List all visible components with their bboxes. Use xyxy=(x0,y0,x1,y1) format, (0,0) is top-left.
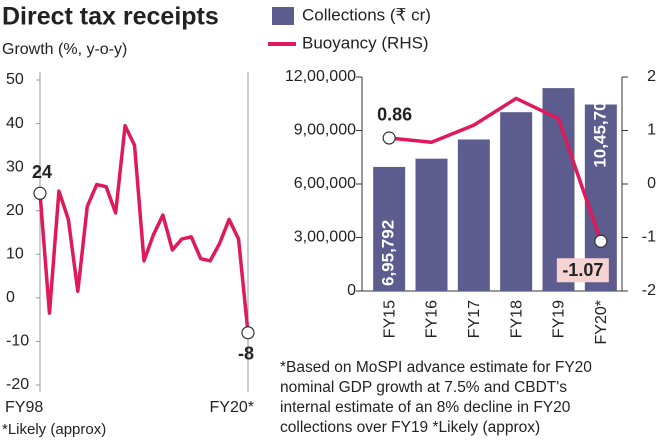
y2-tick-label: -1 xyxy=(642,229,656,246)
y2-tick-label: 0 xyxy=(647,175,656,192)
x-tick-label: FY20* xyxy=(593,300,610,344)
y2-tick-label: -2 xyxy=(642,282,656,299)
legend-label: Collections (₹ cr) xyxy=(302,5,431,24)
x-tick-label: FY19 xyxy=(551,300,568,338)
chart-subtitle: Growth (%, y-o-y) xyxy=(2,41,127,58)
y-tick-label: 6,00,000 xyxy=(294,175,356,192)
x-tick-label: FY15 xyxy=(381,300,398,338)
y2-tick-label: 2 xyxy=(647,68,656,85)
point-marker xyxy=(33,186,47,200)
bar xyxy=(415,158,448,291)
x-tick-label: FY16 xyxy=(424,300,441,338)
chart-title: Direct tax receipts xyxy=(2,3,219,31)
bar xyxy=(500,112,533,291)
growth-line xyxy=(38,124,250,333)
footnote: *Based on MoSPI advance estimate for FY2… xyxy=(280,359,592,376)
point-marker xyxy=(382,131,396,145)
data-label: 24 xyxy=(32,162,52,182)
y-tick-label: 3,00,000 xyxy=(294,229,356,246)
y-tick-label: 12,00,000 xyxy=(285,68,356,85)
data-label: -1.07 xyxy=(562,260,603,280)
legend-swatch xyxy=(272,7,294,25)
footnote: *Likely (approx) xyxy=(2,421,106,438)
data-label: 6,95,792 xyxy=(379,220,398,286)
footnote: collections over FY19 *Likely (approx) xyxy=(280,419,540,436)
y-tick-label: 10 xyxy=(6,246,24,263)
point-marker xyxy=(241,326,255,340)
y-tick-label: 20 xyxy=(6,202,24,219)
legend-label: Buoyancy (RHS) xyxy=(302,33,429,52)
y-tick-label: 9,00,000 xyxy=(294,122,356,139)
data-label: -8 xyxy=(238,343,254,363)
x-tick-label: FY17 xyxy=(466,300,483,338)
y2-tick-label: 1 xyxy=(647,122,656,139)
y-tick-label: 0 xyxy=(347,282,356,299)
y-tick-label: 50 xyxy=(6,71,24,88)
y-tick-label: 40 xyxy=(6,115,24,132)
data-label: 0.86 xyxy=(377,105,412,125)
footnote: internal estimate of an 8% decline in FY… xyxy=(280,399,571,416)
y-tick-label: 0 xyxy=(6,289,15,306)
point-marker xyxy=(594,234,608,248)
label-box xyxy=(556,258,609,283)
y-tick-label: -10 xyxy=(6,333,29,350)
data-label: 10,45,700 xyxy=(590,92,609,168)
bar xyxy=(373,166,406,291)
y-tick-label: 30 xyxy=(6,158,24,175)
bar xyxy=(457,139,490,291)
x-tick-label: FY98 xyxy=(5,399,43,416)
buoyancy-line xyxy=(388,96,603,242)
y-tick-label: -20 xyxy=(6,376,29,393)
footnote: nominal GDP growth at 7.5% and CBDT's xyxy=(280,379,567,396)
x-tick-label: FY20* xyxy=(210,399,254,416)
x-tick-label: FY18 xyxy=(508,300,525,338)
